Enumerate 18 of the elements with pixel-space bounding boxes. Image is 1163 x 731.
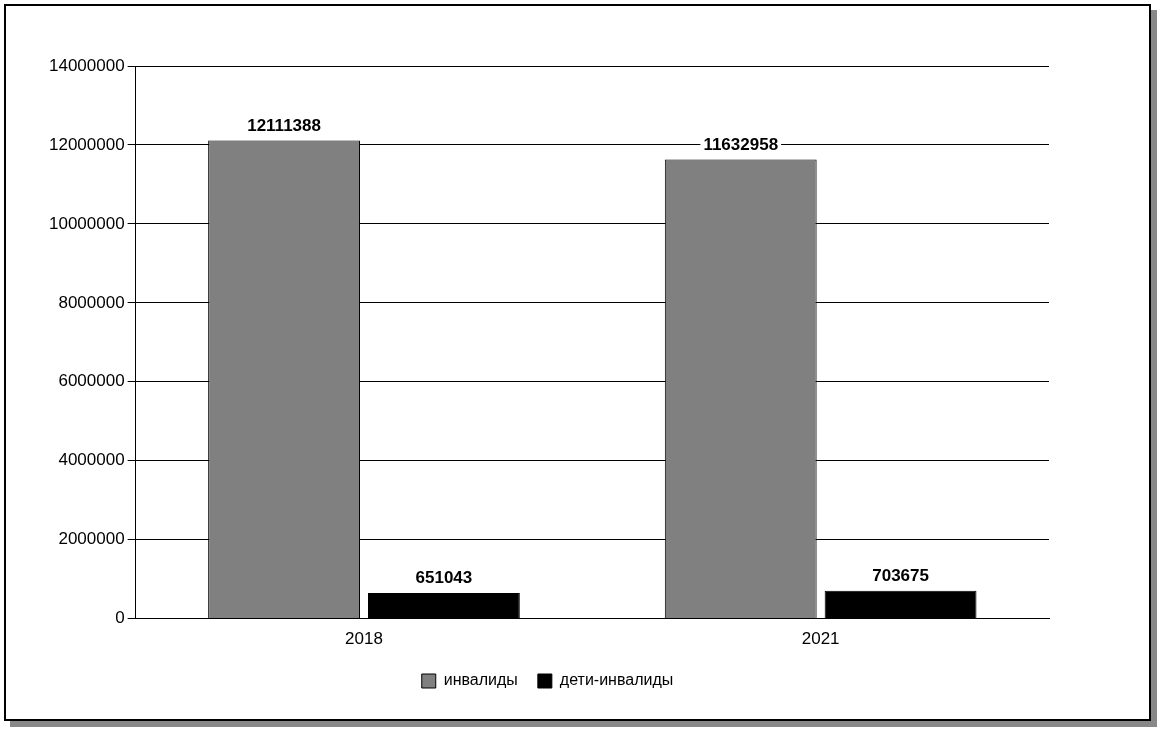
data-label: 703675 — [872, 566, 929, 586]
y-tick-label: 12000000 — [49, 134, 125, 154]
legend-label: инвалиды — [443, 671, 518, 689]
bar — [824, 590, 977, 619]
bar — [367, 592, 520, 619]
y-tick-label: 8000000 — [58, 292, 125, 312]
y-tick-label: 0 — [115, 608, 125, 628]
data-label: 651043 — [415, 568, 473, 588]
y-tick-label: 14000000 — [49, 55, 125, 75]
x-tick-label: 2018 — [345, 629, 383, 649]
y-tick-label: 2000000 — [58, 529, 125, 549]
y-tick-label: 6000000 — [58, 371, 125, 391]
x-tick-label: 2021 — [801, 629, 840, 649]
data-label: 11632958 — [703, 134, 779, 154]
legend-label: дети-инвалиды — [559, 671, 674, 689]
y-tick-label: 10000000 — [49, 213, 125, 233]
data-label: 12111388 — [247, 115, 321, 135]
y-tick-label: 4000000 — [58, 450, 125, 470]
